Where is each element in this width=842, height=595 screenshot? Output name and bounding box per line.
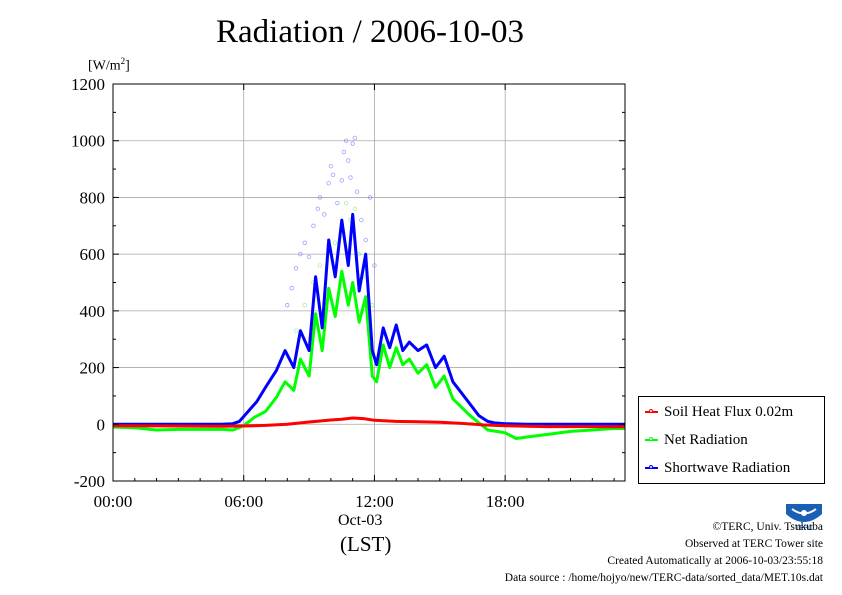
shortwave-scatter-point: [285, 303, 290, 308]
shortwave-scatter-point: [354, 189, 360, 194]
y-axis-label-text: [W/m: [88, 58, 121, 74]
shortwave-scatter-point: [315, 206, 320, 211]
x-tick-label: 18:00: [486, 492, 525, 511]
y-tick-label: -200: [74, 472, 105, 491]
shortwave-scatter-point: [326, 181, 331, 186]
credit-source: Data source : /home/hojyo/new/TERC-data/…: [504, 572, 823, 584]
shortwave-scatter-point: [289, 286, 294, 291]
shortwave-scatter-point: [352, 135, 357, 141]
legend: Soil Heat Flux 0.02m Net Radiation Short…: [638, 396, 825, 484]
shortwave-scatter-point: [330, 172, 336, 177]
net-scatter-point: [370, 303, 375, 308]
series-layer: [112, 135, 625, 440]
net-scatter-point: [293, 328, 299, 333]
chart-title: Radiation / 2006-10-03: [216, 14, 524, 50]
x-tick-label: 00:00: [94, 492, 133, 511]
x-axis-label: (LST): [340, 532, 392, 556]
logo-text: TERC: [794, 524, 813, 532]
shortwave-scatter-point: [350, 141, 355, 146]
axis-ticks: -200 0 200 400 600 800 1000 1200 00:00 06:00 12:00…: [71, 75, 625, 511]
net-scatter-point: [317, 263, 323, 268]
terc-logo-icon: TERC: [784, 502, 824, 532]
shortwave-scatter-point: [293, 266, 299, 271]
y-axis-label-close: ]: [125, 58, 130, 74]
shortwave-scatter-point: [298, 251, 303, 257]
legend-label-net-radiation: Net Radiation: [664, 431, 748, 448]
shortwave-radiation-line: [113, 212, 625, 426]
legend-swatch-shortwave-radiation: [645, 465, 658, 469]
soil-heat-flux-line: [112, 416, 625, 429]
net-scatter-point: [302, 303, 307, 308]
net-scatter-point: [333, 240, 338, 245]
shortwave-scatter-point: [302, 240, 307, 245]
shortwave-scatter-point: [328, 164, 334, 169]
shortwave-scatter-point: [372, 263, 377, 268]
y-tick-label: 800: [80, 188, 106, 207]
shortwave-scatter-point: [348, 175, 353, 180]
shortwave-scatter-point: [339, 178, 344, 183]
legend-item-shortwave-radiation: Shortwave Radiation: [645, 456, 790, 480]
x-tick-label: 06:00: [224, 492, 263, 511]
legend-item-soil-heat-flux: Soil Heat Flux 0.02m: [645, 400, 793, 424]
y-axis-label: [W/m2]: [88, 56, 130, 75]
y-tick-label: 400: [80, 302, 106, 321]
x-axis-date-label: Oct-03: [338, 512, 383, 529]
shortwave-scatter-point: [322, 212, 327, 217]
x-tick-label: 12:00: [355, 492, 394, 511]
credit-created: Created Automatically at 2006-10-03/23:5…: [607, 555, 823, 567]
legend-item-net-radiation: Net Radiation: [645, 428, 748, 452]
y-axis-label-sup: 2: [120, 56, 126, 66]
legend-label-shortwave-radiation: Shortwave Radiation: [664, 459, 791, 476]
shortwave-scatter-point: [343, 138, 349, 143]
shortwave-scatter-point: [367, 195, 373, 200]
shortwave-scatter-point: [317, 195, 323, 200]
credit-copyright: ©TERC, Univ. Tsukuba: [712, 521, 823, 533]
shortwave-scatter-point: [346, 158, 351, 163]
shortwave-scatter-point: [311, 223, 316, 228]
shortwave-scatter-point: [335, 200, 340, 206]
legend-swatch-net-radiation: [645, 437, 658, 441]
y-tick-label: 200: [80, 359, 106, 378]
y-tick-label: 0: [97, 415, 106, 434]
shortwave-scatter-point: [341, 149, 347, 155]
legend-swatch-soil-heat-flux: [645, 409, 658, 413]
net-scatter-point: [343, 200, 349, 206]
shortwave-scatter-point: [363, 237, 368, 243]
shortwave-scatter-point: [306, 254, 312, 260]
y-tick-label: 1200: [71, 75, 105, 94]
credit-observed: Observed at TERC Tower site: [684, 538, 823, 550]
shortwave-scatter-point: [359, 217, 364, 223]
y-tick-label: 1000: [71, 132, 105, 151]
net-scatter-point: [352, 206, 357, 211]
legend-label-soil-heat-flux: Soil Heat Flux 0.02m: [664, 403, 794, 420]
net-radiation-line: [112, 269, 625, 440]
y-tick-label: 600: [80, 245, 106, 264]
